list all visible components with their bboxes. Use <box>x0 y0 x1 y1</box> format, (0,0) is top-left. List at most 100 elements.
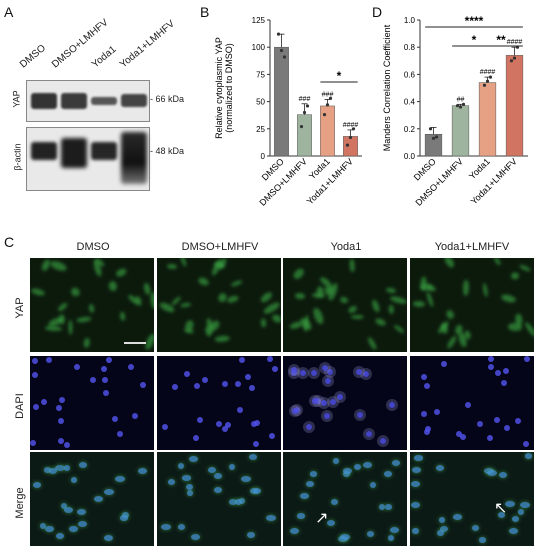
micrograph-dapi-1 <box>157 356 281 450</box>
cell <box>63 465 71 472</box>
row-head-merge: Merge <box>14 487 26 519</box>
cell <box>388 304 394 314</box>
data-point <box>302 110 307 115</box>
micrograph-merge-1 <box>157 452 281 546</box>
nucleus <box>380 438 387 445</box>
y-tick-label: 0.2 <box>404 125 416 134</box>
cell <box>259 290 274 304</box>
cell <box>214 472 223 479</box>
cell <box>292 267 306 281</box>
cell <box>266 515 277 522</box>
cell <box>77 520 88 527</box>
micrograph-dapi-0 <box>30 356 154 450</box>
blot-size-yap: - 66 kDa <box>150 94 185 104</box>
nucleus <box>311 370 318 377</box>
cell <box>370 299 382 314</box>
nucleus <box>271 365 278 372</box>
cell <box>64 507 74 514</box>
nucleus <box>502 367 509 374</box>
cell <box>178 258 188 268</box>
nucleus <box>488 364 495 371</box>
cell <box>346 304 358 315</box>
cell <box>108 280 118 292</box>
cell <box>262 300 281 316</box>
nucleus <box>127 364 134 371</box>
cell <box>61 502 68 509</box>
nucleus <box>40 398 47 405</box>
cell <box>379 503 386 510</box>
col-head-dmso: DMSO <box>76 241 110 253</box>
cell <box>445 308 455 320</box>
cell <box>30 287 46 297</box>
cell <box>435 465 444 472</box>
nucleus <box>495 369 501 376</box>
cell <box>137 467 147 474</box>
cell <box>351 314 364 320</box>
cell <box>49 468 58 474</box>
nucleus <box>202 377 209 384</box>
bar <box>505 55 524 157</box>
data-point <box>276 32 281 36</box>
panel-label-b: B <box>200 4 210 20</box>
lane-label-yoda1-lmhfv: Yoda1+LMHFV <box>118 18 177 71</box>
y-tick-label: 0.6 <box>404 70 416 79</box>
cell <box>185 483 193 490</box>
nucleus <box>290 366 297 373</box>
significance-label: **** <box>465 14 484 28</box>
data-point <box>428 127 433 131</box>
data-point <box>431 136 436 140</box>
data-point <box>325 103 330 107</box>
cell <box>523 320 534 338</box>
nucleus <box>292 407 299 414</box>
nucleus <box>193 383 200 390</box>
nucleus <box>324 412 331 419</box>
panel-label-d: D <box>372 4 383 20</box>
bar <box>297 114 312 157</box>
cell <box>387 535 394 542</box>
cell <box>296 513 306 520</box>
blot-label-actin: β-actin <box>12 143 23 171</box>
cell <box>177 462 184 469</box>
cell <box>149 291 154 310</box>
cell <box>373 317 387 328</box>
cell <box>179 302 192 309</box>
cell <box>309 471 318 478</box>
cell <box>363 462 373 468</box>
cell <box>289 528 299 534</box>
y-tick-label: 50 <box>256 98 265 107</box>
cell <box>442 258 456 269</box>
lane-label-yoda1: Yoda1 <box>90 44 119 71</box>
cell <box>114 475 125 482</box>
cell <box>166 263 177 270</box>
cell <box>497 511 505 518</box>
significance-label: ** <box>496 33 506 47</box>
cell <box>39 523 46 530</box>
data-point <box>461 102 466 106</box>
bar-annotation: ### <box>299 96 311 103</box>
nucleus <box>33 404 40 411</box>
data-point <box>305 104 310 108</box>
y-axis-label: Relative cytoplasmic YAP <box>214 37 224 139</box>
cell <box>67 320 73 335</box>
nucleus <box>329 399 336 406</box>
nucleus <box>305 423 312 430</box>
nucleus <box>253 420 260 427</box>
cell <box>56 533 64 540</box>
nucleus <box>183 371 190 378</box>
y-tick-label: 1.0 <box>404 16 416 25</box>
data-point <box>488 75 493 79</box>
nucleus <box>523 440 530 447</box>
data-point <box>512 56 517 60</box>
nucleus <box>32 371 39 378</box>
cell <box>103 535 113 542</box>
arrow-icon: ↗ <box>315 508 329 527</box>
cell <box>520 502 530 508</box>
nucleus <box>267 356 274 363</box>
nucleus <box>100 366 107 373</box>
cell <box>343 468 352 475</box>
cell <box>462 279 470 296</box>
micrograph-dapi-3 <box>410 356 534 450</box>
nucleus <box>221 426 228 433</box>
data-point <box>351 127 356 131</box>
cell <box>353 463 361 470</box>
